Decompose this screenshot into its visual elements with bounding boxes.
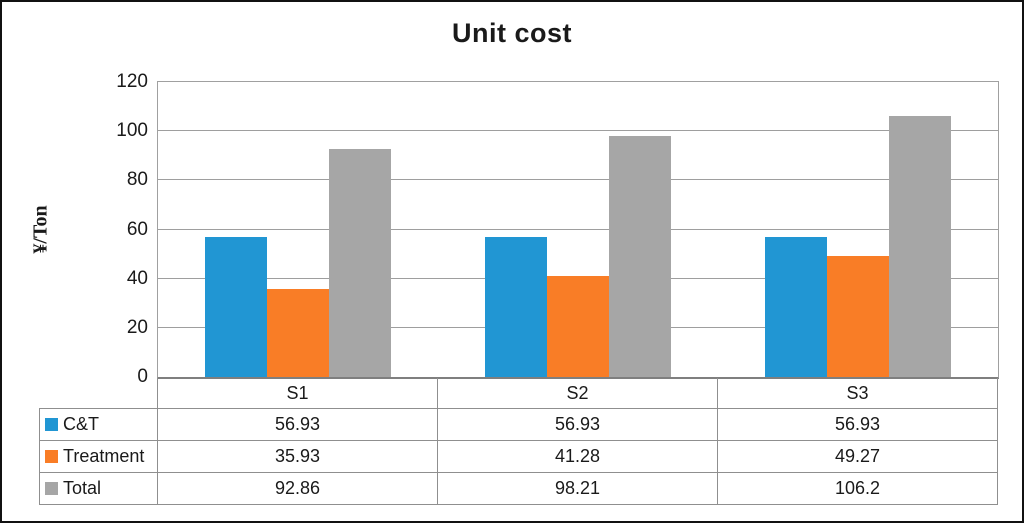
y-axis-ticks: 0 20 40 60 80 100 120 [62, 71, 148, 387]
y-tick-label: 100 [116, 120, 148, 142]
value-ct-s1: 56.93 [157, 408, 438, 441]
y-tick-label: 60 [126, 218, 148, 240]
bar-group-s1 [205, 82, 391, 377]
plot-area [157, 81, 999, 379]
column-header-s2: S2 [437, 378, 718, 409]
bar-c-t-s1 [205, 237, 267, 377]
legend-swatch-ct [45, 418, 58, 431]
value-ct-s2: 56.93 [437, 408, 718, 441]
y-tick-label: 120 [116, 71, 148, 92]
bar-treatment-s1 [267, 289, 329, 377]
series-label-ct: C&T [63, 414, 99, 434]
bar-c-t-s2 [485, 237, 547, 377]
chart-title: Unit cost [451, 18, 572, 48]
bar-group-s2 [485, 82, 671, 377]
value-total-s2: 98.21 [437, 472, 718, 505]
value-treatment-s1: 35.93 [157, 440, 438, 473]
legend-swatch-total [45, 482, 58, 495]
bar-total-s3 [889, 116, 951, 377]
value-treatment-s3: 49.27 [717, 440, 998, 473]
data-table: S1 S2 S3 C&T 56.93 56.93 56.93 Treatment [39, 378, 998, 505]
bar-treatment-s3 [827, 256, 889, 377]
value-treatment-s2: 41.28 [437, 440, 718, 473]
table-row-treatment: Treatment 35.93 41.28 49.27 [39, 440, 998, 473]
table-row-ct: C&T 56.93 56.93 56.93 [39, 408, 998, 441]
legend-swatch-treatment [45, 450, 58, 463]
gridline [158, 179, 998, 181]
bar-c-t-s3 [765, 237, 827, 377]
bar-total-s1 [329, 149, 391, 377]
y-tick-label: 20 [126, 316, 148, 338]
y-tick-label: 40 [126, 267, 148, 289]
bar-total-s2 [609, 136, 671, 377]
series-label-treatment: Treatment [63, 446, 145, 466]
table-row-total: Total 92.86 98.21 106.2 [39, 472, 998, 505]
table-corner-cell [40, 378, 158, 409]
category-header-row: S1 S2 S3 [40, 378, 998, 409]
column-header-s1: S1 [157, 378, 438, 409]
y-axis-title-wrap: ¥/Ton [20, 81, 62, 378]
bar-group-s3 [765, 82, 951, 377]
gridline [158, 130, 998, 132]
column-header-s3: S3 [717, 378, 998, 409]
bar-treatment-s2 [547, 276, 609, 377]
y-tick-label: 80 [126, 169, 148, 191]
series-label-total: Total [63, 478, 102, 498]
value-total-s1: 92.86 [157, 472, 438, 505]
y-tick-label: 0 [137, 366, 148, 387]
value-ct-s3: 56.93 [717, 408, 998, 441]
gridline [158, 228, 998, 230]
y-axis-title: ¥/Ton [29, 205, 52, 254]
value-total-s3: 106.2 [717, 472, 998, 505]
